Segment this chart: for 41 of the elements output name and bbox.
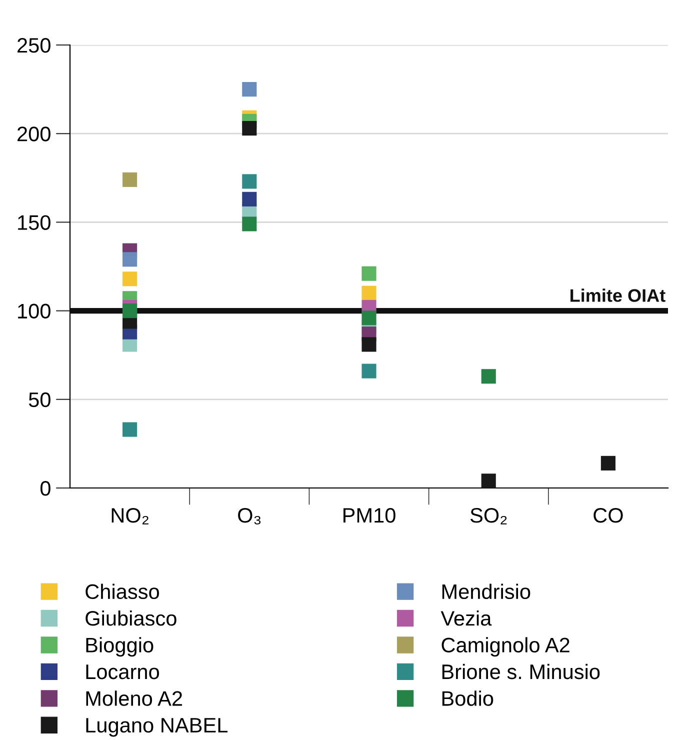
point bbox=[481, 474, 496, 488]
legend-label: Brione s. Minusio bbox=[442, 664, 600, 680]
y-tick-label: 200 bbox=[18, 126, 50, 142]
point bbox=[122, 304, 138, 318]
point bbox=[242, 192, 257, 206]
x-tick-label: NO₂ bbox=[112, 508, 148, 524]
point bbox=[122, 272, 138, 286]
point bbox=[242, 174, 257, 189]
legend-label: Lugano NABEL bbox=[86, 718, 228, 737]
y-tick-label: 50 bbox=[28, 392, 50, 408]
point bbox=[362, 286, 376, 300]
legend-label: Moleno A2 bbox=[86, 690, 182, 706]
point bbox=[242, 121, 257, 136]
point bbox=[122, 422, 138, 437]
legend-label: Giubiasco bbox=[86, 610, 176, 626]
legend-label: Chiasso bbox=[86, 584, 159, 600]
point bbox=[600, 456, 616, 470]
y-tick-label: 150 bbox=[18, 215, 50, 230]
x-tick-label: SO₂ bbox=[470, 508, 507, 524]
point bbox=[242, 216, 257, 232]
x-tick-label: O₃ bbox=[238, 508, 261, 524]
legend-label: Bioggio bbox=[86, 637, 154, 657]
legend-label: Locarno bbox=[86, 664, 159, 680]
point bbox=[362, 266, 376, 281]
point bbox=[362, 310, 376, 326]
point bbox=[362, 337, 376, 352]
x-tick-label: PM10 bbox=[344, 508, 396, 523]
point bbox=[481, 369, 496, 384]
point bbox=[362, 364, 376, 378]
legend-label: Bodio bbox=[442, 690, 494, 706]
legend-label: Vezia bbox=[440, 610, 492, 626]
legend-label: Camignolo A2 bbox=[442, 637, 570, 657]
x-tick-label: CO bbox=[594, 508, 623, 523]
y-tick-label: 0 bbox=[40, 481, 50, 496]
y-tick-label: 250 bbox=[18, 38, 50, 53]
point bbox=[122, 172, 138, 187]
legend-label: Mendrisio bbox=[442, 584, 530, 600]
point bbox=[122, 252, 138, 267]
ref-line-label: Limite OIAt bbox=[570, 288, 666, 302]
point bbox=[242, 82, 257, 97]
y-tick-label: 100 bbox=[18, 304, 50, 319]
